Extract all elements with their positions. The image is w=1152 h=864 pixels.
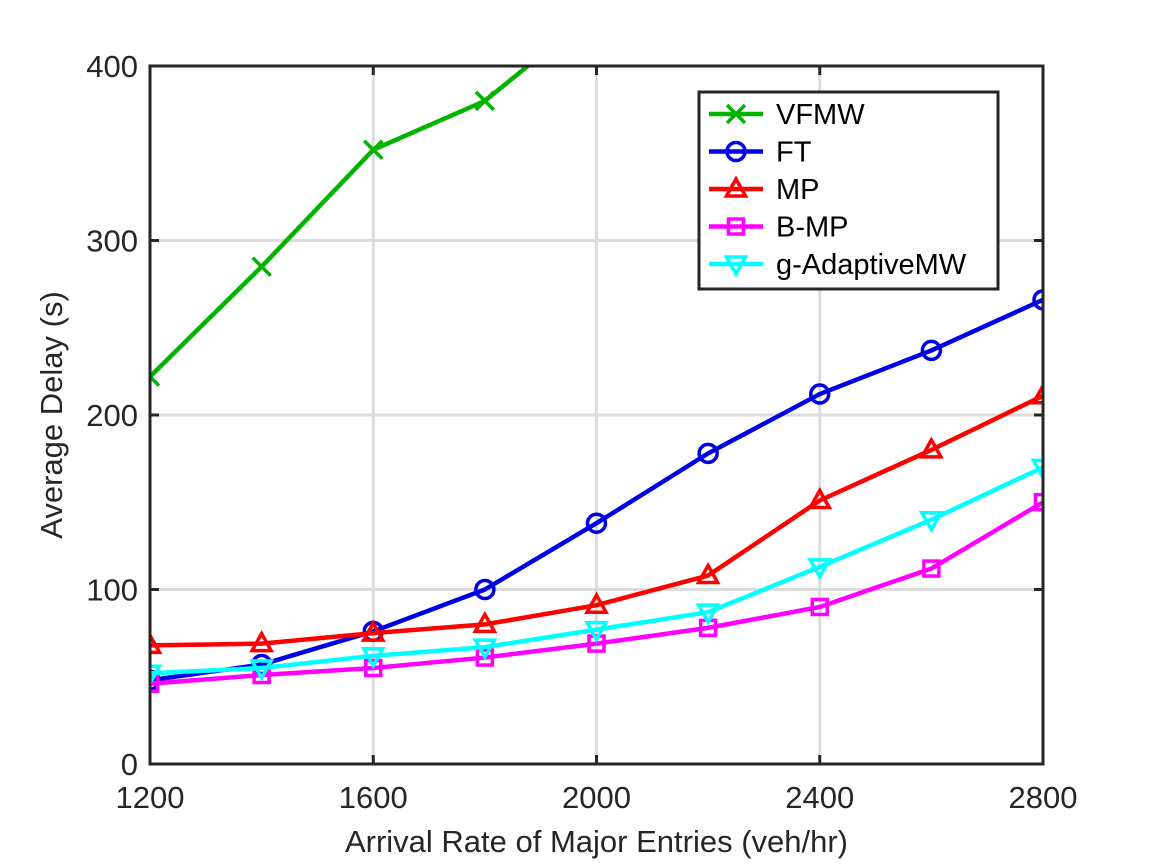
tick-marks xyxy=(148,64,1045,766)
data-point-g-adaptivemw xyxy=(584,620,609,644)
data-point-ft xyxy=(809,383,831,405)
legend-entry-b-mp: B-MP xyxy=(709,212,849,244)
data-point-b-mp xyxy=(475,648,495,667)
data-point-mp xyxy=(360,619,386,642)
data-point-b-mp xyxy=(364,658,383,678)
data-point-ft xyxy=(920,339,943,362)
legend-label: VFMW xyxy=(776,99,865,131)
data-point-mp xyxy=(150,631,163,655)
x-tick-label: 2400 xyxy=(785,780,854,815)
data-point-mp xyxy=(472,610,498,634)
y-tick-label: 200 xyxy=(86,398,138,433)
legend-label: g-AdaptiveMW xyxy=(776,249,967,281)
legend-marker xyxy=(723,255,749,278)
y-tick-label: 400 xyxy=(86,49,138,84)
data-point-vfmw xyxy=(251,256,272,277)
data-point-g-adaptivemw xyxy=(807,558,833,581)
legend-marker xyxy=(723,175,749,198)
legend-marker xyxy=(725,103,747,125)
legend-marker xyxy=(726,217,746,236)
data-point-mp xyxy=(1030,382,1043,405)
data-point-g-adaptivemw xyxy=(360,647,386,670)
data-point-g-adaptivemw xyxy=(472,638,498,661)
data-point-ft xyxy=(585,512,608,534)
data-point-g-adaptivemw xyxy=(918,510,944,534)
tick-labels: 1200 1600 2000 2400 2800 0 100 200 300 400 xyxy=(86,49,1077,815)
data-point-mp xyxy=(584,591,609,614)
data-point-g-adaptivemw xyxy=(1030,458,1043,481)
series-line-g-adaptivemw xyxy=(150,465,1043,676)
x-tick-label: 1600 xyxy=(339,780,408,815)
series-g-adaptivemw xyxy=(150,458,1043,687)
legend-entry-mp: MP xyxy=(709,174,820,206)
data-point-ft xyxy=(697,442,719,465)
data-point-b-mp xyxy=(922,559,941,578)
x-tick-label: 2800 xyxy=(1009,780,1078,815)
y-axis-title: Average Delay (s) xyxy=(34,291,69,539)
legend-entry-ft: FT xyxy=(709,137,812,169)
series-mp xyxy=(150,382,1043,655)
legend: VFMW FT MP B-MP g-AdaptiveMW xyxy=(697,90,1000,291)
legend-label: FT xyxy=(776,137,812,169)
series-layer xyxy=(150,66,1043,693)
y-tick-label: 0 xyxy=(121,747,138,782)
y-tick-label: 100 xyxy=(86,573,138,608)
legend-label: B-MP xyxy=(776,212,849,244)
series-vfmw xyxy=(150,66,532,387)
legend-entry-vfmw: VFMW xyxy=(709,99,865,131)
y-tick-label: 300 xyxy=(86,224,138,259)
series-line-ft xyxy=(150,297,1043,683)
data-point-mp xyxy=(918,436,944,459)
data-point-vfmw xyxy=(474,90,496,112)
x-axis-title: Arrival Rate of Major Entries (veh/hr) xyxy=(345,824,848,859)
data-point-mp xyxy=(249,630,275,653)
data-point-b-mp xyxy=(150,674,160,693)
data-point-mp xyxy=(807,486,833,510)
x-tick-label: 1200 xyxy=(116,780,185,815)
x-tick-label: 2000 xyxy=(562,780,631,815)
legend-label: MP xyxy=(776,174,820,206)
data-point-ft xyxy=(1032,289,1043,311)
legend-marker xyxy=(725,140,747,163)
legend-entry-g-adaptivemw: g-AdaptiveMW xyxy=(709,249,967,281)
data-point-mp xyxy=(695,561,721,585)
series-line-mp xyxy=(150,393,1043,648)
data-point-vfmw xyxy=(150,366,161,387)
series-line-b-mp xyxy=(150,500,1043,686)
data-point-b-mp xyxy=(810,597,829,617)
data-point-g-adaptivemw xyxy=(249,659,275,682)
data-point-g-adaptivemw xyxy=(150,664,163,687)
data-point-vfmw xyxy=(363,139,384,160)
data-point-ft xyxy=(474,578,496,601)
data-point-g-adaptivemw xyxy=(695,603,721,626)
data-point-b-mp xyxy=(1033,493,1043,512)
